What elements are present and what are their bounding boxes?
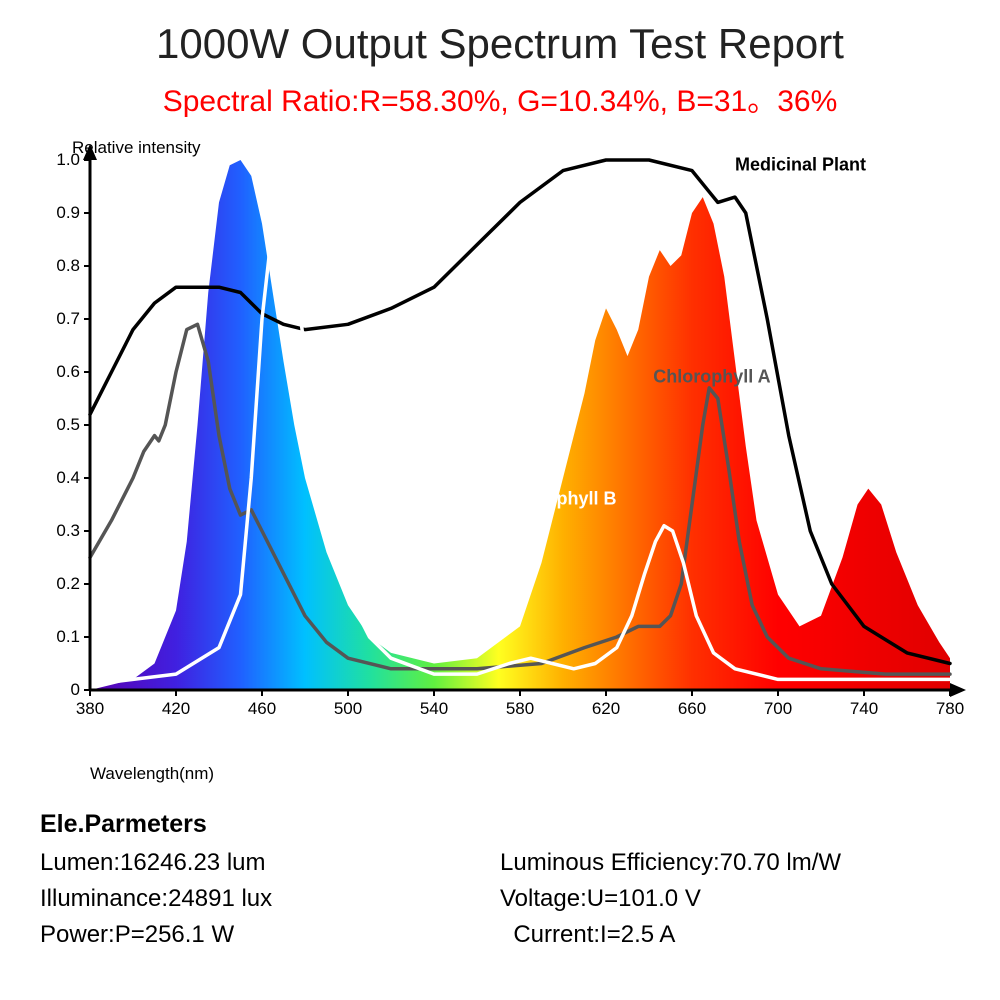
- y-tick-label: 0.9: [56, 203, 80, 222]
- y-tick-label: 0.3: [56, 521, 80, 540]
- x-tick-label: 700: [764, 699, 792, 718]
- x-tick-label: 540: [420, 699, 448, 718]
- param-item: Luminous Efficiency:70.70 lm/W: [500, 849, 960, 877]
- param-item: Illuminance:24891 lux: [40, 885, 500, 913]
- x-tick-label: 500: [334, 699, 362, 718]
- x-tick-label: 380: [76, 699, 104, 718]
- x-tick-label: 580: [506, 699, 534, 718]
- chart-svg: Medicinal Plant Chlorophyll A Chlorophyll …: [30, 140, 970, 740]
- x-axis-label: Wavelength(nm): [90, 764, 214, 784]
- spectral-ratio-subtitle: Spectral Ratio:R=58.30%, G=10.34%, B=31。…: [0, 76, 1000, 120]
- x-tick-label: 780: [936, 699, 964, 718]
- y-tick-label: 0.8: [56, 256, 80, 275]
- y-tick-label: 0.2: [56, 574, 80, 593]
- x-tick-label: 740: [850, 699, 878, 718]
- x-axis-arrow: [950, 683, 966, 697]
- electrical-parameters: Ele.Parmeters Lumen:16246.23 lumLuminous…: [40, 810, 960, 949]
- x-tick-label: 620: [592, 699, 620, 718]
- y-tick-label: 0.4: [56, 468, 80, 487]
- y-axis-label: Relative intensity: [72, 138, 201, 158]
- x-tick-label: 420: [162, 699, 190, 718]
- params-title: Ele.Parmeters: [40, 810, 960, 839]
- curve-label: Medicinal Plant: [735, 155, 866, 175]
- x-tick-label: 660: [678, 699, 706, 718]
- y-tick-label: 0.1: [56, 627, 80, 646]
- param-item: Current:I=2.5 A: [500, 921, 960, 949]
- page-title: 1000W Output Spectrum Test Report: [0, 0, 1000, 68]
- curve-label: Chlorophyll B: [499, 489, 617, 509]
- param-item: Lumen:16246.23 lum: [40, 849, 500, 877]
- param-item: Power:P=256.1 W: [40, 921, 500, 949]
- spectrum-chart: Relative intensity Medicinal Plant Chloro…: [30, 140, 970, 740]
- curve-label: Chlorophyll A: [653, 367, 770, 387]
- y-tick-label: 0.7: [56, 309, 80, 328]
- y-tick-label: 0.5: [56, 415, 80, 434]
- param-item: Voltage:U=101.0 V: [500, 885, 960, 913]
- y-tick-label: 0.6: [56, 362, 80, 381]
- x-tick-label: 460: [248, 699, 276, 718]
- y-tick-label: 0: [71, 680, 80, 699]
